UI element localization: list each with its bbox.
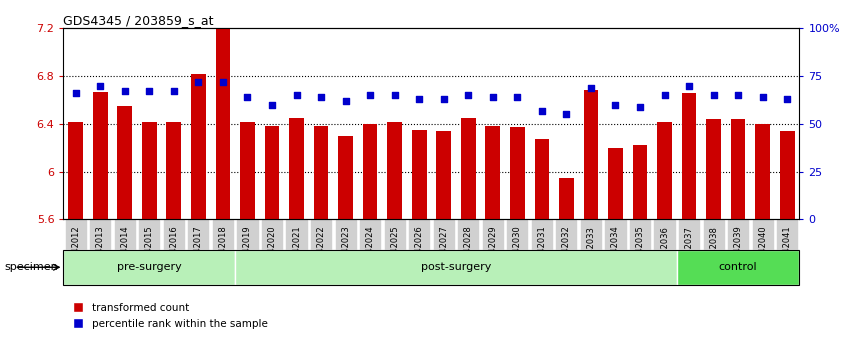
Bar — [412, 130, 426, 219]
Point — [437, 96, 450, 102]
Point — [69, 91, 82, 96]
Bar — [314, 126, 328, 219]
Bar — [387, 121, 402, 219]
Bar — [755, 124, 770, 219]
Point — [780, 96, 794, 102]
Point — [118, 88, 131, 94]
Point — [363, 92, 376, 98]
Bar — [437, 131, 451, 219]
Point — [731, 92, 744, 98]
Point — [412, 96, 426, 102]
Bar — [559, 178, 574, 219]
Point — [216, 79, 229, 85]
Point — [559, 112, 573, 117]
Bar — [706, 119, 721, 219]
Point — [584, 85, 597, 90]
Point — [510, 94, 524, 100]
Bar — [633, 145, 647, 219]
Bar — [191, 74, 206, 219]
Legend: transformed count, percentile rank within the sample: transformed count, percentile rank withi… — [69, 299, 272, 333]
Bar — [216, 28, 230, 219]
Bar — [510, 127, 525, 219]
Point — [387, 92, 401, 98]
Text: pre-surgery: pre-surgery — [117, 262, 182, 272]
Bar — [167, 121, 181, 219]
Point — [608, 102, 622, 108]
Point — [265, 102, 278, 108]
Point — [289, 92, 303, 98]
Point — [461, 92, 475, 98]
Text: control: control — [719, 262, 757, 272]
Point — [240, 94, 254, 100]
Bar — [677, 250, 799, 285]
Point — [755, 94, 769, 100]
Point — [93, 83, 107, 88]
Point — [633, 104, 646, 109]
Bar — [338, 136, 353, 219]
Bar — [780, 131, 794, 219]
Bar — [731, 119, 745, 219]
Point — [314, 94, 327, 100]
Bar — [235, 250, 677, 285]
Bar — [363, 124, 377, 219]
Point — [486, 94, 499, 100]
Text: specimen: specimen — [4, 262, 58, 272]
Point — [338, 98, 352, 104]
Bar — [265, 126, 279, 219]
Bar — [240, 121, 255, 219]
Bar — [584, 91, 598, 219]
Point — [167, 88, 180, 94]
Bar — [657, 121, 672, 219]
Point — [706, 92, 720, 98]
Bar — [535, 139, 549, 219]
Text: GDS4345 / 203859_s_at: GDS4345 / 203859_s_at — [63, 14, 214, 27]
Bar — [69, 121, 83, 219]
Point — [657, 92, 671, 98]
Bar — [486, 126, 500, 219]
Point — [191, 79, 205, 85]
Point — [535, 108, 548, 113]
Bar — [118, 106, 132, 219]
Bar — [682, 93, 696, 219]
Bar — [63, 250, 235, 285]
Bar — [461, 118, 475, 219]
Point — [142, 88, 156, 94]
Bar — [93, 92, 107, 219]
Bar — [142, 121, 157, 219]
Bar — [608, 148, 623, 219]
Point — [682, 83, 695, 88]
Bar — [289, 118, 304, 219]
Text: post-surgery: post-surgery — [420, 262, 492, 272]
